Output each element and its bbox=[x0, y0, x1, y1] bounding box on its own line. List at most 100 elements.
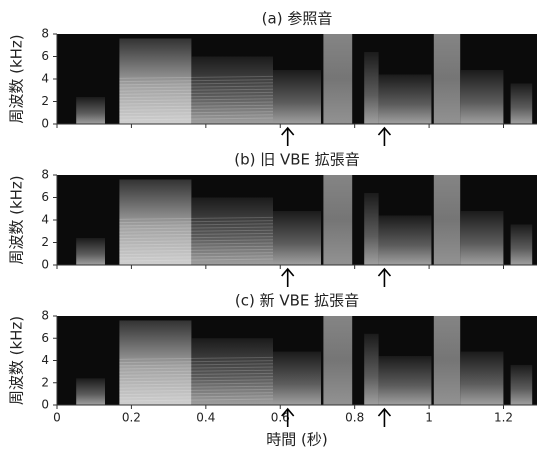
spectrogram-texture bbox=[378, 215, 432, 265]
spectrogram-texture bbox=[433, 34, 461, 124]
spectrogram-texture bbox=[323, 316, 353, 405]
arrow bbox=[281, 407, 295, 427]
spectrogram-texture bbox=[510, 364, 533, 405]
y-axis-label: 周波数 (kHz) bbox=[8, 316, 26, 405]
spectrogram-texture bbox=[273, 70, 321, 124]
x-tick-label: 0.8 bbox=[345, 411, 364, 425]
y-tick-label: 0 bbox=[41, 398, 49, 412]
arrow bbox=[377, 267, 392, 287]
y-tick-label: 0 bbox=[41, 258, 49, 272]
spectrogram-texture bbox=[364, 193, 379, 265]
spectrogram-texture bbox=[119, 38, 192, 124]
spectrogram-harmonic bbox=[119, 360, 274, 364]
spectrogram-harmonic bbox=[119, 85, 274, 89]
spectrogram-texture bbox=[433, 175, 461, 265]
spectrogram-harmonic bbox=[119, 395, 274, 399]
spectrogram-harmonic bbox=[119, 388, 274, 392]
spectrogram-harmonic bbox=[119, 216, 274, 220]
spectrogram-harmonic bbox=[119, 369, 274, 373]
spectrogram-harmonic bbox=[119, 91, 274, 95]
spectrogram-harmonic bbox=[119, 239, 274, 243]
x-tick-label: 1.2 bbox=[494, 411, 513, 425]
x-tick-label: 0.6 bbox=[271, 411, 290, 425]
arrow-head bbox=[281, 267, 295, 277]
spectrogram-texture bbox=[76, 97, 105, 124]
spectrogram-harmonic bbox=[119, 79, 274, 83]
spectrogram-harmonic bbox=[119, 226, 274, 230]
y-tick-label: 2 bbox=[41, 235, 49, 249]
y-tick-label: 2 bbox=[41, 94, 49, 108]
y-tick-label: 4 bbox=[41, 353, 49, 367]
spectrogram-texture bbox=[460, 70, 504, 124]
spectrogram-texture bbox=[378, 74, 432, 124]
spectrogram-texture bbox=[323, 34, 353, 124]
y-tick-label: 0 bbox=[41, 117, 49, 131]
spectrogram-harmonic bbox=[119, 82, 274, 86]
spectrogram-harmonic bbox=[119, 366, 274, 370]
arrow bbox=[377, 407, 392, 427]
spectrogram-texture bbox=[191, 56, 273, 124]
spectrogram-harmonic bbox=[119, 236, 274, 240]
spectrogram-harmonic bbox=[119, 382, 274, 386]
spectrogram-harmonic bbox=[119, 372, 274, 376]
arrow-head bbox=[281, 126, 295, 136]
y-tick-label: 8 bbox=[41, 27, 49, 41]
spectrogram-texture bbox=[119, 179, 192, 265]
spectrogram-harmonic bbox=[119, 223, 274, 227]
arrow-head bbox=[377, 407, 392, 417]
spectrogram-texture bbox=[460, 351, 504, 405]
spectrogram-harmonic bbox=[119, 111, 274, 115]
y-axis-label: 周波数 (kHz) bbox=[8, 34, 26, 123]
spectrogram-texture bbox=[364, 333, 379, 405]
spectrogram-harmonic bbox=[119, 248, 274, 252]
spectrogram-harmonic bbox=[119, 75, 274, 79]
spectrogram-texture bbox=[510, 224, 533, 265]
x-tick-label: 0.2 bbox=[122, 411, 141, 425]
spectrogram-harmonic bbox=[119, 229, 274, 233]
y-tick-label: 4 bbox=[41, 72, 49, 86]
spectrogram-harmonic bbox=[119, 104, 274, 108]
spectrogram-harmonic bbox=[119, 392, 274, 396]
panel-title: (b) 旧 VBE 拡張音 bbox=[234, 151, 360, 169]
spectrogram-texture bbox=[76, 378, 105, 405]
spectrogram-texture bbox=[191, 338, 273, 405]
y-tick-label: 6 bbox=[41, 49, 49, 63]
panel-title: (a) 参照音 bbox=[262, 10, 333, 28]
spectrogram-harmonic bbox=[119, 258, 274, 262]
panel-title: (c) 新 VBE 拡張音 bbox=[235, 292, 359, 310]
spectrogram-harmonic bbox=[119, 252, 274, 256]
spectrogram-harmonic bbox=[119, 255, 274, 259]
spectrogram-texture bbox=[273, 351, 321, 405]
y-tick-label: 6 bbox=[41, 331, 49, 345]
y-tick-label: 8 bbox=[41, 309, 49, 323]
y-tick-label: 8 bbox=[41, 168, 49, 182]
arrow bbox=[281, 267, 295, 287]
spectrogram-harmonic bbox=[119, 101, 274, 105]
spectrogram-harmonic bbox=[119, 117, 274, 121]
spectrogram-harmonic bbox=[119, 88, 274, 92]
spectrogram-harmonic bbox=[119, 242, 274, 246]
spectrogram-harmonic bbox=[119, 107, 274, 111]
x-axis-label: 時間 (秒) bbox=[266, 431, 327, 449]
x-tick-label: 0 bbox=[53, 411, 61, 425]
spectrogram-harmonic bbox=[119, 232, 274, 236]
spectrogram-texture bbox=[76, 238, 105, 265]
arrow bbox=[281, 126, 295, 146]
spectrogram-harmonic bbox=[119, 95, 274, 99]
spectrogram-harmonic bbox=[119, 245, 274, 249]
spectrogram-harmonic bbox=[119, 356, 274, 360]
arrow-head bbox=[377, 267, 392, 277]
spectrogram-harmonic bbox=[119, 363, 274, 367]
spectrogram-texture bbox=[273, 211, 321, 265]
x-tick-label: 1 bbox=[425, 411, 433, 425]
spectrogram-texture bbox=[323, 175, 353, 265]
spectrogram-texture bbox=[510, 83, 533, 124]
y-tick-label: 6 bbox=[41, 190, 49, 204]
spectrogram-harmonic bbox=[119, 376, 274, 380]
spectrogram-harmonic bbox=[119, 114, 274, 118]
arrow bbox=[377, 126, 392, 146]
spectrogram-texture bbox=[378, 356, 432, 405]
y-axis-label: 周波数 (kHz) bbox=[8, 175, 26, 264]
spectrogram-texture bbox=[191, 197, 273, 265]
